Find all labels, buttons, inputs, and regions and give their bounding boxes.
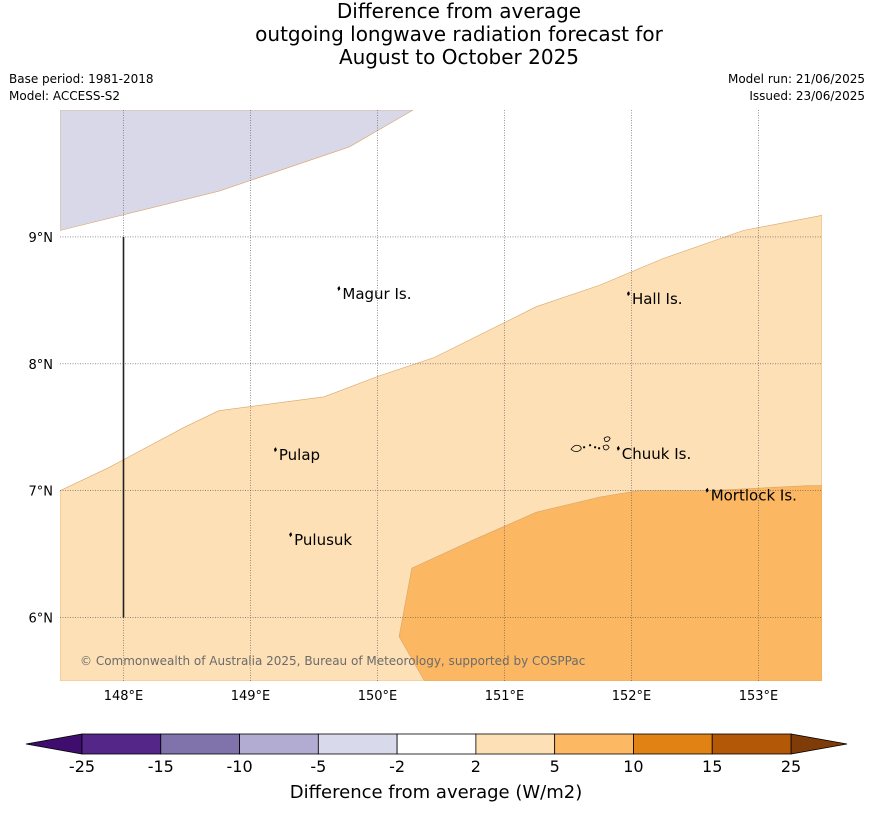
island-marker xyxy=(616,445,620,451)
place-label: Magur Is. xyxy=(342,285,411,303)
issued-date: Issued: 23/06/2025 xyxy=(749,89,865,103)
colorbar-swatch xyxy=(239,733,319,755)
island-marker xyxy=(273,447,277,453)
model-name: Model: ACCESS-S2 xyxy=(9,89,121,103)
colorbar-tick-label: -2 xyxy=(389,757,405,776)
place-label: Hall Is. xyxy=(632,290,683,308)
colorbar-swatch xyxy=(81,733,162,755)
map-title: Difference from average outgoing longwav… xyxy=(0,0,873,69)
y-tick-label: 7°N xyxy=(29,485,54,500)
contour-regions xyxy=(60,110,822,681)
place-label: Chuuk Is. xyxy=(622,445,691,463)
title-line-3: August to October 2025 xyxy=(338,45,580,69)
y-tick-label: 9°N xyxy=(29,231,54,246)
colorbar-tick-label: 5 xyxy=(550,757,560,776)
colorbar-tick-label: 25 xyxy=(781,757,801,776)
colorbar-tick-label: 15 xyxy=(702,757,722,776)
colorbar-over-arrow xyxy=(790,733,848,755)
colorbar-tick-label: 10 xyxy=(623,757,643,776)
colorbar-swatch xyxy=(160,733,240,755)
x-tick-label: 152°E xyxy=(612,689,652,704)
x-tick-label: 150°E xyxy=(358,689,398,704)
model-run: Model run: 21/06/2025 xyxy=(727,72,865,86)
colorbar-tick-label: 2 xyxy=(471,757,481,776)
x-tick-label: 149°E xyxy=(231,689,271,704)
meta-left: Base period: 1981-2018 Model: ACCESS-S2 xyxy=(9,71,154,105)
colorbar-tick-label: -10 xyxy=(226,757,252,776)
colorbar-swatch xyxy=(396,733,477,755)
map-plot: 148°E 149°E 150°E 151°E 152°E 153°E 9°N 8°N 7°N 6… xyxy=(29,110,822,704)
place-label: Mortlock Is. xyxy=(711,487,797,505)
y-tick-label: 8°N xyxy=(29,358,54,373)
island-marker xyxy=(289,532,293,538)
x-tick-label: 151°E xyxy=(485,689,525,704)
colorbar-tick-label: -25 xyxy=(69,757,95,776)
colorbar-swatch xyxy=(711,733,792,755)
copyright-notice: © Commonwealth of Australia 2025, Bureau… xyxy=(80,654,585,668)
colorbar-tick-label: -5 xyxy=(310,757,326,776)
colorbar-swatch xyxy=(554,733,634,755)
place-label: Pulap xyxy=(279,446,320,464)
island-marker xyxy=(337,285,341,291)
colorbar-tick-label: -15 xyxy=(148,757,174,776)
title-line-1: Difference from average xyxy=(336,0,582,23)
title-line-2: outgoing longwave radiation forecast for xyxy=(255,22,663,46)
colorbar-swatch xyxy=(317,733,398,755)
x-tick-label: 153°E xyxy=(739,689,779,704)
chuuk-islands-outline xyxy=(570,436,611,452)
colorbar-swatch xyxy=(475,733,556,755)
y-tick-label: 6°N xyxy=(29,612,54,627)
base-period: Base period: 1981-2018 xyxy=(9,72,154,86)
x-tick-label: 148°E xyxy=(104,689,144,704)
island-marker xyxy=(705,487,709,493)
colorbar-under-arrow xyxy=(25,733,83,755)
meta-right: Model run: 21/06/2025 Issued: 23/06/2025 xyxy=(728,71,865,105)
colorbar-swatch xyxy=(633,733,713,755)
contour-region-0 xyxy=(60,110,414,231)
place-label: Pulusuk xyxy=(294,531,352,549)
colorbar-title: Difference from average (W/m2) xyxy=(290,782,582,803)
island-marker xyxy=(626,291,630,297)
graticule xyxy=(60,110,822,681)
